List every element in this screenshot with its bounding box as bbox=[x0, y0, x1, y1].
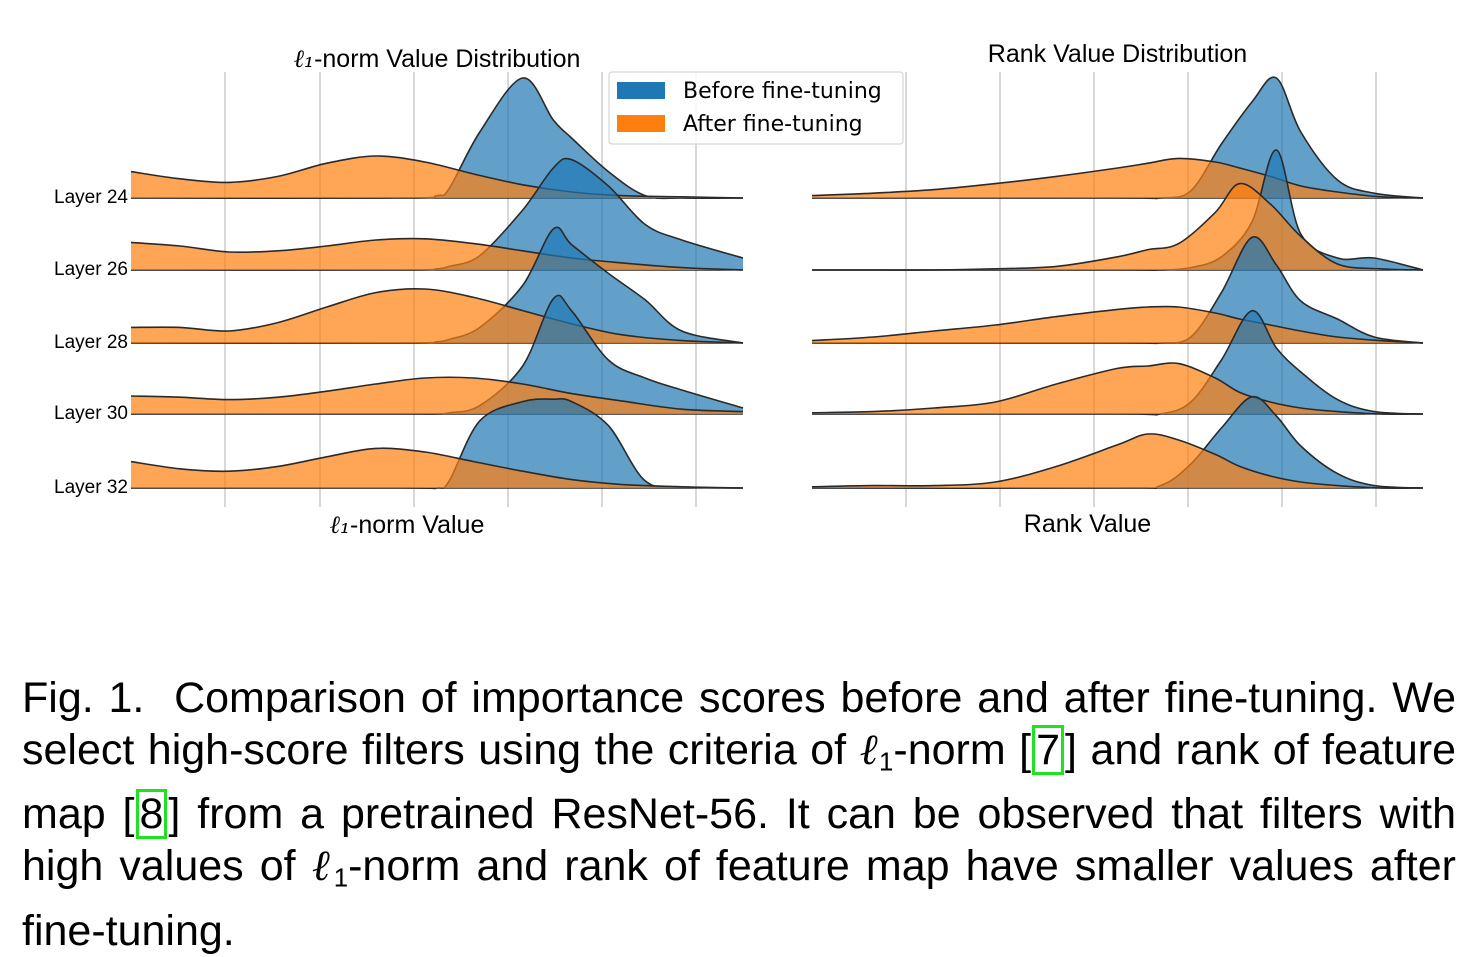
x-axis-label: Rank Value bbox=[1024, 510, 1151, 538]
caption-fig-label: Fig. 1. bbox=[22, 674, 145, 722]
density-curve-after bbox=[130, 376, 744, 413]
caption-line-1: Comparison of importance scores before a… bbox=[174, 674, 1378, 722]
chart-title: Rank Value Distribution bbox=[988, 40, 1247, 68]
caption-line-2b: -norm bbox=[893, 726, 1006, 774]
density-area-before bbox=[131, 77, 743, 199]
caption-line-3: from a pretrained ResNet-56. It can be o… bbox=[22, 790, 1456, 891]
caption-line-4: -norm and rank of feature map have small… bbox=[22, 842, 1456, 955]
ridge-row-layer-28 bbox=[811, 236, 1424, 345]
density-area-after bbox=[131, 377, 743, 414]
ridgeline-panel-2: Rank Value Distribution Rank Value bbox=[811, 40, 1424, 538]
density-area-before bbox=[812, 396, 1423, 489]
figure-caption: Fig. 1. Comparison of importance scores … bbox=[22, 674, 1456, 955]
citation-link-7[interactable]: 7 bbox=[1032, 725, 1065, 775]
x-axis-label-text: Rank Value bbox=[1024, 510, 1151, 538]
density-curve-after bbox=[812, 182, 1424, 271]
density-curve-before bbox=[130, 294, 744, 415]
density-area-after bbox=[131, 288, 743, 343]
citation-link-8[interactable]: 8 bbox=[135, 789, 168, 840]
density-area-after bbox=[812, 183, 1423, 271]
chart-title-text: Rank Value Distribution bbox=[988, 40, 1247, 68]
density-curve-after bbox=[130, 155, 744, 199]
density-area-after bbox=[812, 306, 1423, 343]
density-area-after bbox=[131, 448, 743, 488]
row-label: Layer 28 bbox=[54, 332, 128, 353]
density-curve-after bbox=[130, 447, 744, 489]
density-area-before bbox=[812, 310, 1423, 415]
ridge-row-layer-26 bbox=[812, 149, 1424, 271]
density-curve-before bbox=[811, 395, 1424, 489]
row-label: Layer 24 bbox=[54, 187, 128, 208]
row-label: Layer 26 bbox=[54, 259, 128, 280]
legend-swatch-before bbox=[617, 82, 665, 99]
legend-box bbox=[608, 71, 904, 145]
chart-title-text: -norm Value Distribution bbox=[314, 45, 580, 73]
legend: Before fine-tuning After fine-tuning bbox=[608, 71, 904, 145]
caption-l1-sub-1: 1 bbox=[879, 748, 894, 777]
density-curve-before bbox=[131, 397, 744, 490]
legend-swatch-after bbox=[617, 115, 665, 132]
ridge-row-layer-30: Layer 30 bbox=[54, 294, 744, 424]
row-label: Layer 30 bbox=[54, 403, 128, 424]
legend-label-before: Before fine-tuning bbox=[683, 79, 882, 104]
x-axis-label: ℓ₁-norm Value bbox=[330, 510, 485, 539]
density-curve-after bbox=[811, 157, 1424, 199]
density-area-before bbox=[131, 398, 743, 489]
l1-symbol: ℓ₁ bbox=[294, 44, 314, 73]
caption-line-2a: We select high-score filters using the c… bbox=[22, 674, 1456, 774]
ridge-row-layer-28: Layer 28 bbox=[54, 226, 744, 353]
caption-l1-symbol-1: ℓ bbox=[859, 725, 880, 775]
density-area-before bbox=[131, 227, 743, 344]
density-curve-after bbox=[811, 433, 1424, 489]
density-area-before bbox=[131, 158, 743, 271]
density-curve-after bbox=[811, 362, 1424, 415]
ridge-row-layer-32: Layer 32 bbox=[54, 397, 744, 498]
ridge-row-layer-24 bbox=[811, 76, 1424, 200]
density-curve-after bbox=[811, 305, 1424, 344]
row-label: Layer 32 bbox=[54, 477, 128, 498]
density-area-before bbox=[131, 295, 743, 415]
ridge-row-layer-30 bbox=[811, 310, 1424, 416]
density-area-after bbox=[812, 363, 1423, 415]
density-area-after bbox=[131, 155, 743, 198]
ridge-row-layer-32 bbox=[811, 395, 1424, 489]
chart-title: ℓ₁-norm Value Distribution bbox=[294, 44, 581, 73]
density-area-after bbox=[812, 433, 1423, 489]
l1-symbol: ℓ₁ bbox=[330, 510, 350, 539]
density-curve-after bbox=[130, 237, 744, 271]
caption-l1-sub-2: 1 bbox=[333, 864, 349, 893]
caption-l1-symbol-2: ℓ bbox=[311, 841, 334, 892]
density-curve-after bbox=[130, 288, 744, 344]
caption-line-2c: and rank of feature map bbox=[22, 726, 1456, 839]
x-axis-label-text: -norm Value bbox=[350, 511, 484, 539]
ridge-row-layer-24: Layer 24 bbox=[54, 77, 744, 208]
legend-label-after: After fine-tuning bbox=[683, 112, 863, 137]
density-area-before bbox=[812, 236, 1423, 344]
